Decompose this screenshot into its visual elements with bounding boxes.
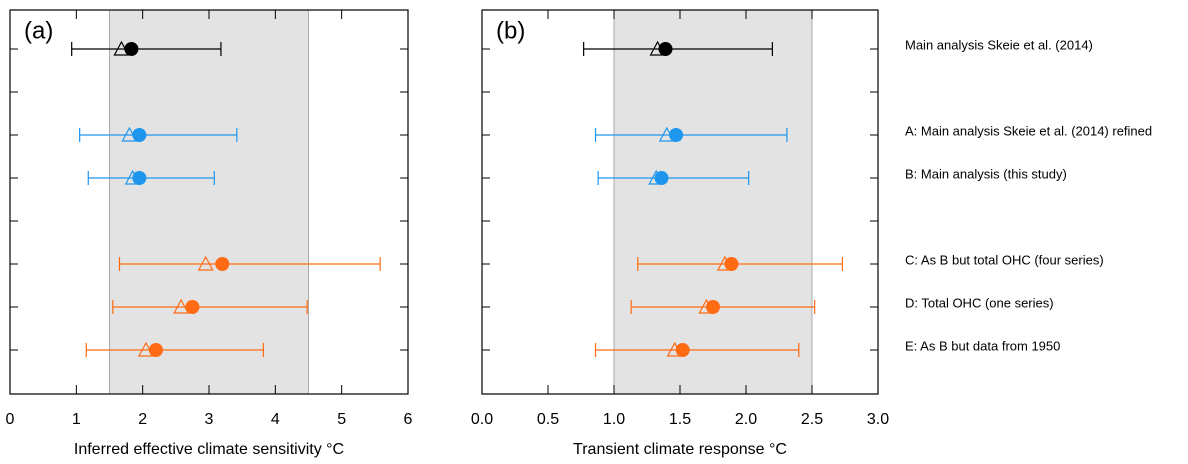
x-tick-label: 0 [6, 411, 15, 428]
row-label: B: Main analysis (this study) [905, 166, 1067, 181]
x-tick-label: 3 [205, 411, 214, 428]
circle-marker [215, 257, 230, 271]
circle-marker [185, 300, 200, 314]
circle-marker [124, 42, 139, 56]
shaded-band [109, 9, 309, 395]
x-tick-label: 5 [337, 411, 346, 428]
x-tick-label: 2.5 [801, 411, 823, 428]
error-bar [79, 128, 238, 142]
x-tick-label: 6 [404, 411, 413, 428]
circle-marker [669, 128, 684, 142]
triangle-marker [197, 255, 214, 271]
circle-marker [675, 343, 690, 357]
circle-marker [132, 128, 147, 142]
x-tick-label: 0.5 [537, 411, 559, 428]
x-tick-label: 1.0 [603, 411, 625, 428]
row-label: Main analysis Skeie et al. (2014) [905, 37, 1093, 52]
circle-marker [724, 257, 739, 271]
circle-marker [148, 343, 163, 357]
panel-label: (b) [496, 17, 525, 44]
error-bar [637, 257, 843, 271]
shaded-band [613, 9, 813, 395]
error-bar [594, 343, 800, 357]
triangle-marker [173, 298, 190, 314]
error-bar [87, 171, 215, 185]
error-bar [583, 42, 773, 56]
x-tick-label: 1 [72, 411, 81, 428]
x-tick-label: 2 [138, 411, 147, 428]
circle-marker [658, 42, 673, 56]
x-tick-label: 2.0 [735, 411, 757, 428]
row-label: E: As B but data from 1950 [905, 338, 1060, 353]
x-tick-label: 3.0 [867, 411, 889, 428]
circle-marker [654, 171, 669, 185]
error-bar [112, 300, 308, 314]
x-axis-label: Inferred effective climate sensitivity °… [74, 441, 344, 458]
error-bar [597, 171, 750, 185]
x-axis-label: Transient climate response °C [573, 441, 787, 458]
circle-marker [706, 300, 720, 314]
error-bar [85, 343, 264, 357]
error-bar [630, 300, 816, 314]
x-tick-label: 1.5 [669, 411, 691, 428]
x-tick-label: 4 [271, 411, 280, 428]
row-label: A: Main analysis Skeie et al. (2014) ref… [905, 123, 1152, 138]
row-label: D: Total OHC (one series) [905, 295, 1054, 310]
panel-label: (a) [24, 17, 53, 44]
error-bar [594, 128, 788, 142]
x-tick-label: 0.0 [471, 411, 493, 428]
error-bar [71, 42, 222, 56]
row-label: C: As B but total OHC (four series) [905, 252, 1104, 267]
error-bar [118, 257, 381, 271]
circle-marker [132, 171, 147, 185]
